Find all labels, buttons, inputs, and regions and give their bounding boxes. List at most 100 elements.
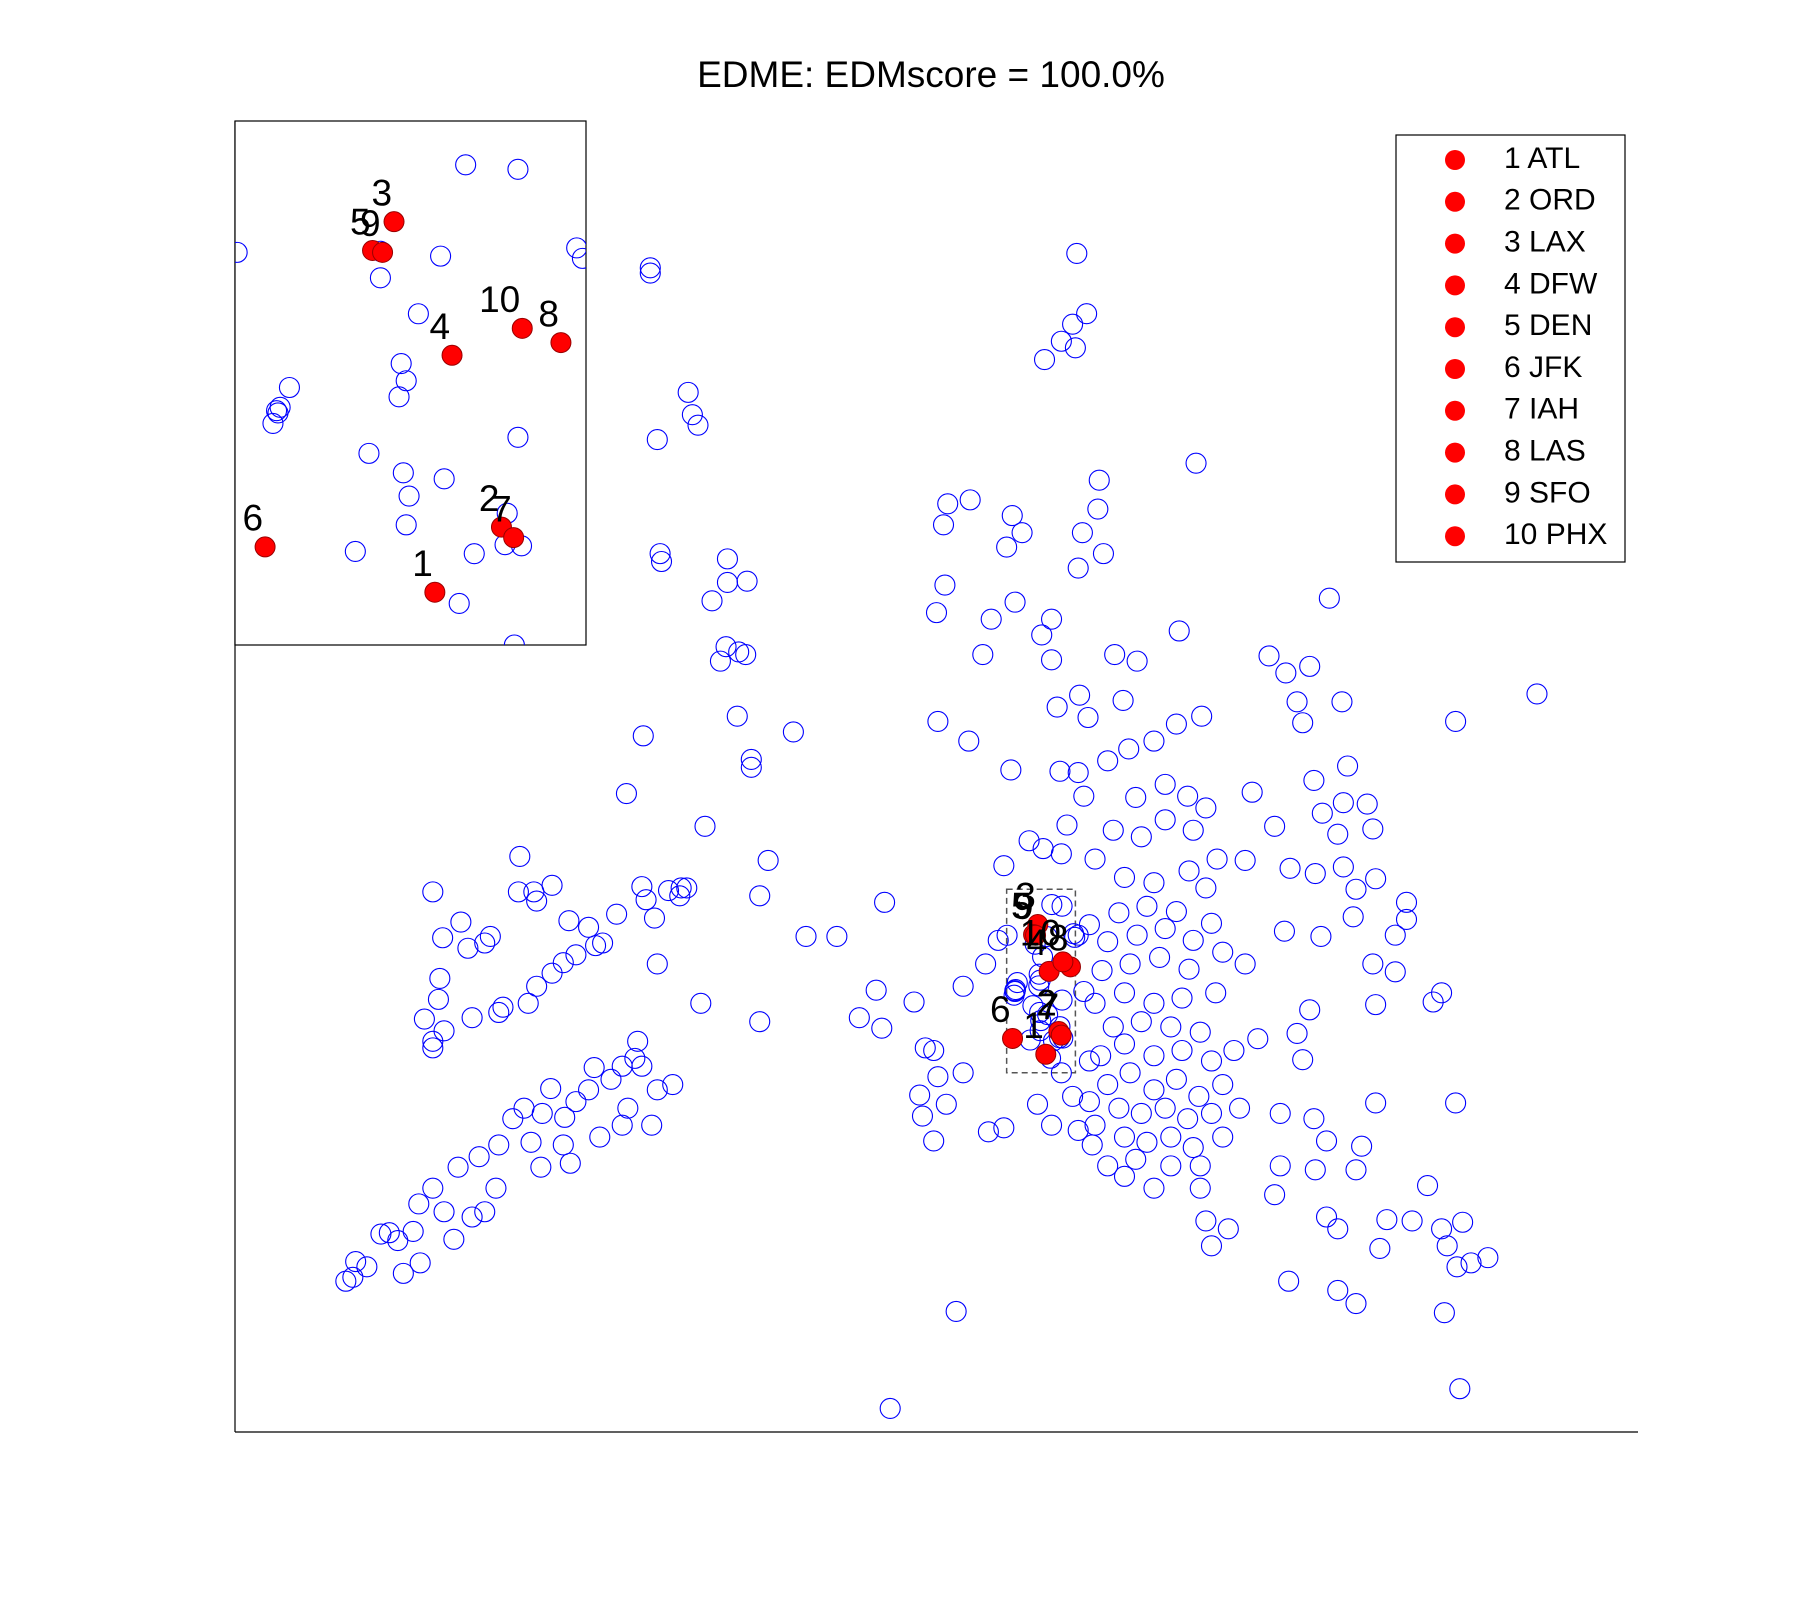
point: [1327, 1218, 1349, 1240]
point: [1299, 999, 1321, 1021]
point: [559, 1152, 581, 1174]
point: [392, 1262, 414, 1284]
point: [1171, 987, 1193, 1009]
point: [1384, 961, 1406, 983]
point: [1097, 1155, 1119, 1177]
point: [735, 644, 757, 666]
point: [617, 1097, 639, 1119]
point: [1154, 1097, 1176, 1119]
point: [554, 1106, 576, 1128]
point: [865, 979, 887, 1001]
point: [1154, 918, 1176, 940]
point: [1228, 1097, 1251, 1119]
point: [925, 602, 948, 624]
point: [1165, 713, 1187, 735]
point: [589, 1126, 611, 1148]
legend-label: 3 LAX: [1504, 226, 1586, 259]
point: [749, 1011, 771, 1033]
point: [388, 386, 410, 408]
point: [690, 992, 712, 1014]
point: [1436, 1235, 1458, 1257]
legend-marker: [1445, 526, 1465, 547]
point: [448, 592, 470, 615]
point: [422, 1037, 444, 1059]
point: [987, 929, 1009, 951]
point: [1460, 1252, 1482, 1274]
point: [1264, 815, 1286, 837]
point: [1049, 760, 1071, 782]
point: [1395, 908, 1418, 930]
point: [526, 975, 548, 997]
point: [1345, 1159, 1367, 1181]
highlight-point: [1050, 1024, 1072, 1046]
point-label: 4: [1027, 922, 1048, 963]
point: [715, 636, 737, 658]
point: [520, 1131, 542, 1153]
point: [1006, 972, 1028, 994]
point: [278, 376, 300, 399]
point: [432, 927, 454, 949]
point: [1028, 975, 1050, 997]
point: [530, 1156, 552, 1178]
point: [463, 543, 485, 565]
point: [235, 241, 248, 263]
point: [1376, 1209, 1398, 1231]
point: [1062, 1085, 1084, 1107]
point: [1185, 452, 1207, 474]
point: [848, 1007, 870, 1029]
point: [1030, 1010, 1052, 1032]
point: [937, 493, 959, 515]
point: [1102, 819, 1124, 841]
point: [422, 881, 444, 903]
point: [461, 1007, 483, 1029]
point: [952, 975, 974, 997]
point: [631, 1055, 653, 1077]
point: [909, 1084, 931, 1106]
point: [911, 1105, 934, 1127]
point: [676, 877, 698, 899]
point: [1090, 1045, 1112, 1067]
point: [1026, 1093, 1049, 1115]
point: [1051, 989, 1073, 1011]
highlight-point: [424, 581, 446, 603]
point: [903, 991, 925, 1013]
point: [1247, 1028, 1269, 1050]
point: [509, 845, 531, 868]
point: [1130, 1011, 1152, 1033]
point: [1165, 1068, 1187, 1090]
point: [1160, 1155, 1182, 1177]
point: [716, 548, 739, 570]
point: [1046, 696, 1068, 718]
point: [1279, 857, 1301, 879]
point: [422, 1177, 444, 1199]
point-label: 1: [1023, 1005, 1044, 1046]
legend-marker: [1445, 233, 1465, 254]
point: [1143, 730, 1165, 752]
point: [632, 725, 654, 747]
point: [1446, 1256, 1468, 1278]
point: [1431, 982, 1453, 1004]
point: [488, 1134, 510, 1156]
point-label: 5: [350, 201, 371, 242]
point-label: 9: [1013, 886, 1034, 927]
point: [716, 571, 739, 594]
point: [687, 414, 709, 436]
point: [507, 158, 529, 180]
point: [1395, 891, 1418, 913]
point: [447, 1156, 469, 1178]
point: [1331, 691, 1353, 713]
point: [540, 1077, 562, 1100]
point: [1195, 877, 1217, 899]
point: [977, 1121, 999, 1143]
point-label: 6: [990, 989, 1011, 1030]
point: [552, 1134, 574, 1156]
point: [641, 1114, 663, 1136]
highlight-point: [550, 332, 572, 354]
highlight-point: [372, 241, 394, 263]
point: [1422, 991, 1444, 1013]
legend-label: 5 DEN: [1504, 309, 1592, 342]
point-label: 8: [1048, 918, 1069, 959]
point: [578, 916, 600, 938]
point: [1029, 1001, 1051, 1024]
point: [1171, 1039, 1193, 1062]
